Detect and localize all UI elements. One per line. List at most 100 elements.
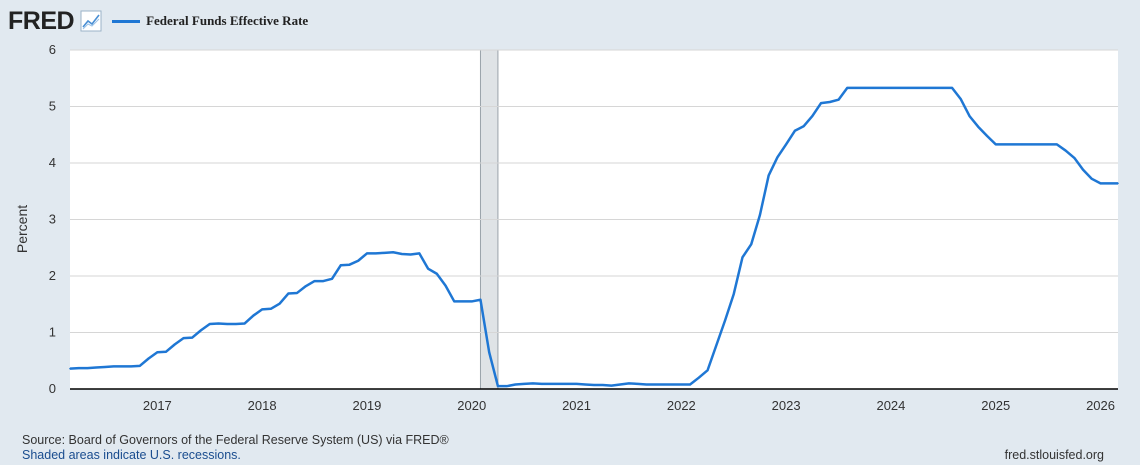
data-point — [243, 322, 246, 325]
data-point — [724, 319, 726, 322]
data-point — [645, 383, 648, 386]
data-point — [505, 385, 508, 387]
data-point — [497, 385, 499, 387]
data-point — [86, 367, 89, 369]
data-point — [147, 357, 150, 360]
data-point — [898, 87, 901, 89]
data-point — [567, 383, 569, 385]
chart-trend-icon — [80, 10, 102, 32]
data-point — [436, 272, 438, 275]
data-point — [453, 300, 456, 303]
data-point — [890, 87, 892, 89]
data-point — [916, 87, 918, 89]
data-point — [994, 143, 997, 146]
data-point — [1003, 143, 1006, 146]
data-point — [1056, 143, 1058, 146]
chart-legend: Federal Funds Effective Rate — [112, 13, 308, 29]
data-point — [601, 384, 604, 386]
data-point — [383, 252, 386, 254]
x-tick-label: 2019 — [352, 398, 381, 413]
data-point — [732, 293, 735, 295]
data-point — [217, 322, 220, 325]
data-point — [820, 102, 822, 104]
data-point — [479, 298, 482, 301]
data-point — [331, 278, 333, 280]
data-point — [104, 366, 106, 368]
data-point — [636, 383, 639, 385]
data-point — [802, 125, 805, 128]
data-point — [680, 383, 683, 386]
data-point — [951, 87, 953, 89]
data-point — [1099, 182, 1102, 185]
data-point — [191, 336, 194, 339]
data-point — [112, 365, 115, 368]
data-point — [549, 383, 552, 385]
data-point — [182, 337, 185, 339]
data-point — [925, 87, 927, 89]
data-point — [392, 251, 394, 254]
data-point — [968, 115, 971, 117]
data-point — [235, 323, 237, 325]
x-tick-label: 2024 — [876, 398, 905, 413]
data-point — [863, 87, 866, 89]
x-tick-labels: 2017 2018 2019 2020 2021 2022 2023 2024 2025 2026 — [143, 398, 1115, 413]
data-point — [689, 383, 691, 386]
data-point — [427, 267, 429, 270]
data-point — [829, 101, 831, 103]
data-point — [881, 87, 883, 89]
y-tick-labels: 0 1 2 3 4 5 6 — [49, 42, 56, 396]
data-point — [872, 87, 875, 89]
data-point — [462, 300, 464, 303]
data-point — [130, 365, 132, 368]
data-point — [1108, 182, 1111, 185]
data-point — [470, 300, 473, 303]
data-point — [488, 351, 491, 354]
data-point — [942, 87, 945, 89]
data-point — [523, 383, 525, 385]
data-point — [1012, 143, 1014, 146]
data-point — [1038, 143, 1041, 146]
data-point — [278, 302, 281, 305]
grid-layer — [70, 49, 1118, 333]
legend-label: Federal Funds Effective Rate — [146, 13, 309, 28]
data-point — [156, 351, 159, 354]
data-point — [305, 285, 307, 287]
data-point — [339, 264, 342, 267]
data-point — [1064, 149, 1067, 152]
data-point — [767, 174, 770, 177]
data-point — [977, 126, 980, 128]
data-point — [558, 383, 560, 385]
data-point — [200, 329, 202, 332]
data-point — [296, 292, 298, 294]
data-point — [121, 365, 124, 368]
data-point — [986, 135, 988, 137]
x-tick-label: 2026 — [1086, 398, 1115, 413]
data-point — [77, 367, 80, 369]
y-tick-label: 3 — [49, 212, 56, 227]
x-tick-label: 2017 — [143, 398, 172, 413]
data-point — [1082, 168, 1084, 171]
data-point — [1091, 178, 1093, 180]
data-point — [794, 129, 796, 132]
data-point — [270, 307, 272, 310]
data-point — [593, 384, 595, 386]
data-point — [165, 350, 167, 353]
data-point — [139, 365, 141, 367]
data-point — [1117, 182, 1119, 185]
y-tick-label: 0 — [49, 381, 56, 396]
fred-logo[interactable]: FRED — [8, 6, 75, 35]
data-point — [532, 382, 534, 385]
data-point — [444, 284, 447, 287]
data-point — [575, 383, 578, 385]
source-note: Source: Board of Governors of the Federa… — [22, 433, 449, 447]
site-url[interactable]: fred.stlouisfed.org — [1004, 448, 1104, 462]
data-point — [776, 156, 779, 159]
recession-note[interactable]: Shaded areas indicate U.S. recessions. — [22, 448, 241, 462]
data-point — [401, 253, 403, 255]
x-tick-label: 2020 — [457, 398, 486, 413]
data-point — [907, 87, 910, 89]
data-point — [619, 383, 621, 386]
data-point — [1029, 143, 1032, 146]
x-tick-label: 2021 — [562, 398, 591, 413]
x-tick-label: 2025 — [981, 398, 1010, 413]
